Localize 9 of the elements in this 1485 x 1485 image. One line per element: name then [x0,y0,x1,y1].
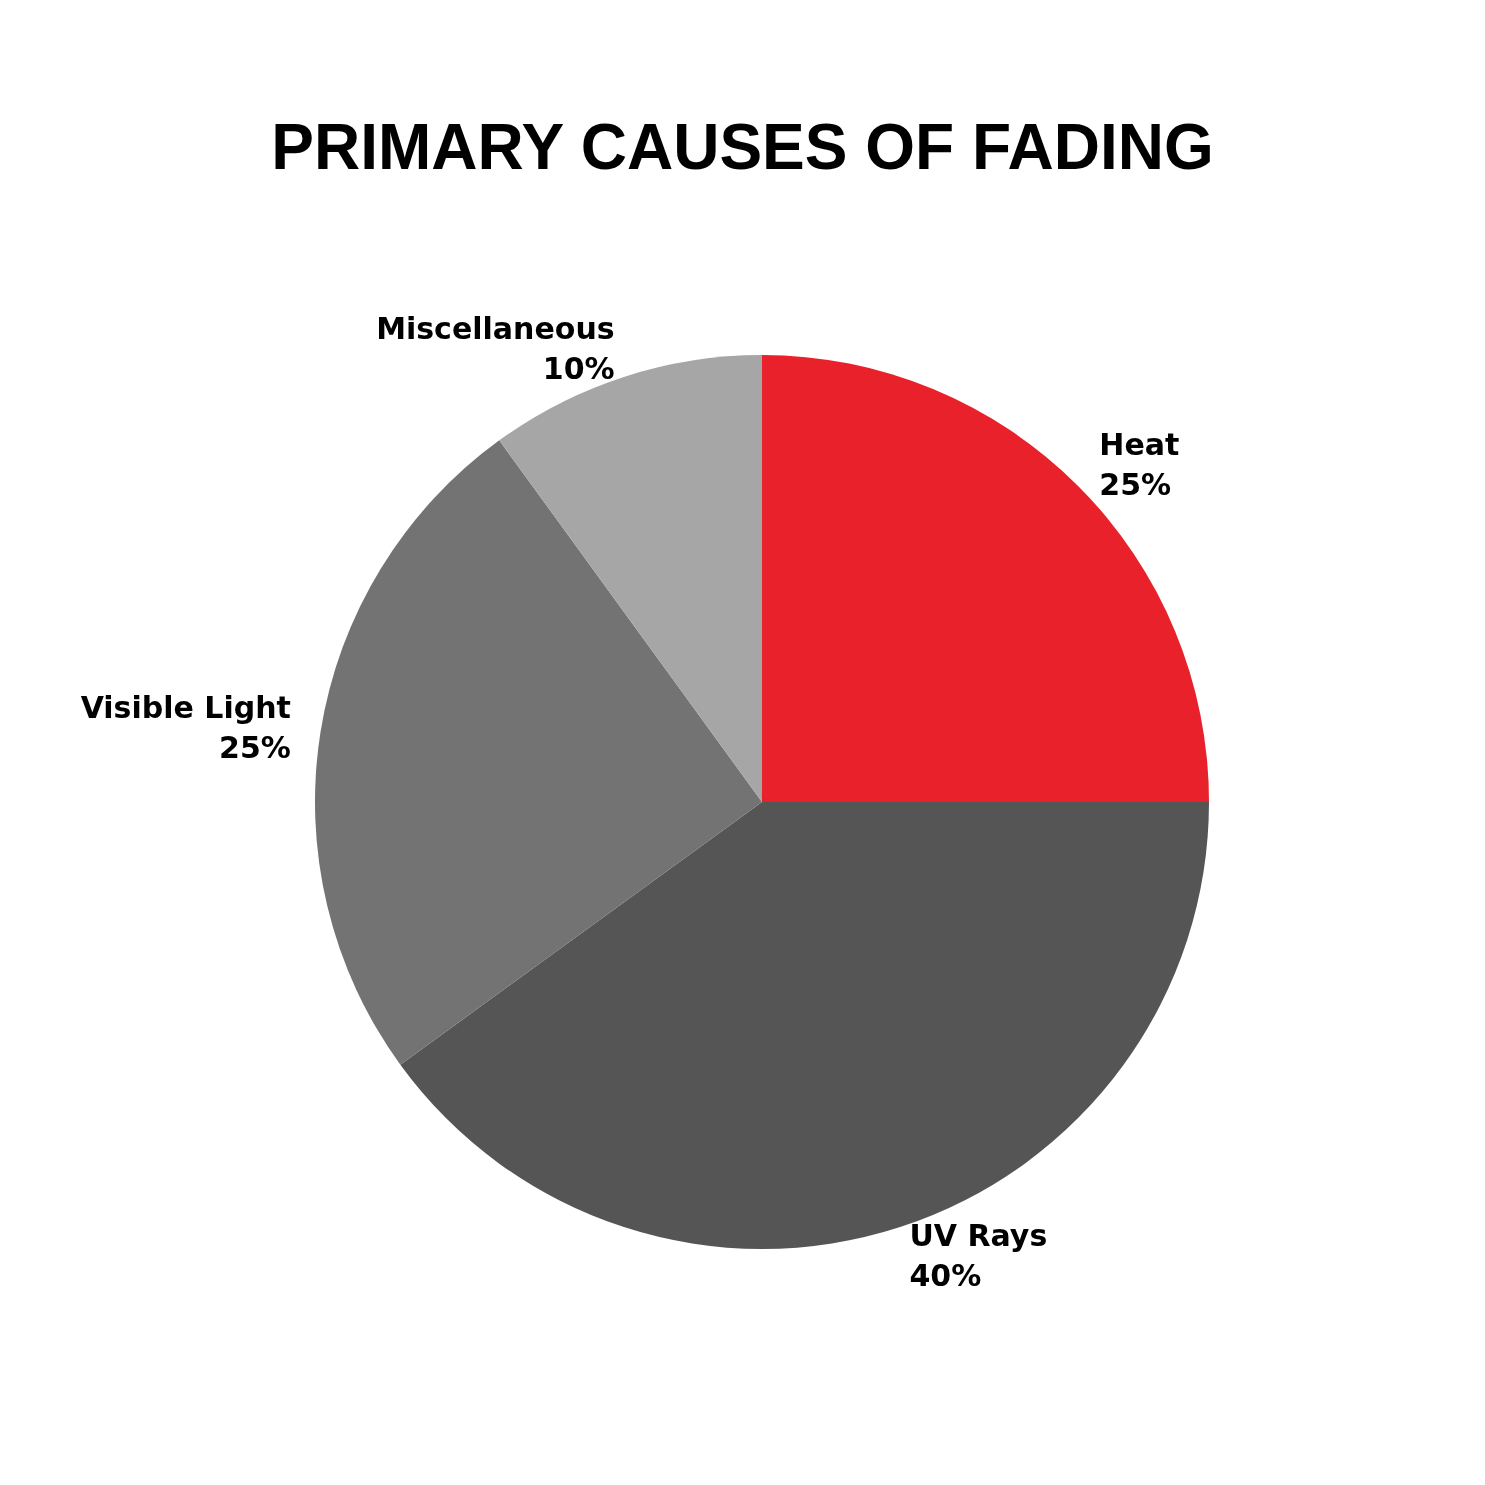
slice-label: Miscellaneous [376,310,615,346]
data-label: 40% [909,1258,982,1294]
slice-label: Visible Light [80,689,291,725]
data-label: 10% [542,350,615,386]
chart-title: PRIMARY CAUSES OF FADING [271,111,1214,183]
data-label: 25% [1099,467,1172,503]
slice-label: UV Rays [909,1218,1048,1254]
data-label: 25% [219,729,291,765]
slice-label: Heat [1099,427,1180,463]
